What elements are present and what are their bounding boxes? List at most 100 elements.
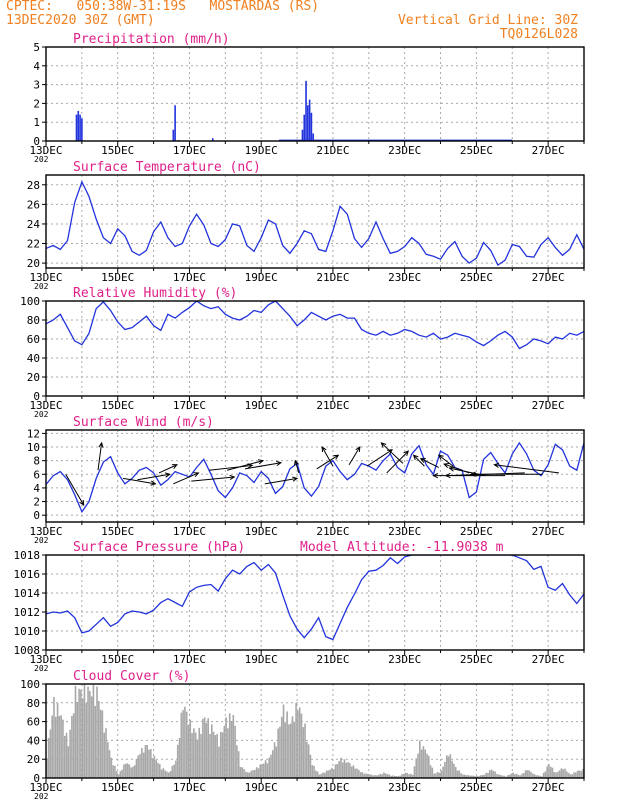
- wind-vector-head: [229, 474, 236, 481]
- cloud-bar: [514, 774, 516, 778]
- precip-bar: [305, 80, 307, 141]
- cloud-bar: [255, 767, 258, 778]
- wind-vector: [173, 472, 199, 485]
- cloud-bar: [270, 754, 272, 778]
- temp-series-line: [46, 180, 584, 267]
- cloud-bar: [431, 767, 434, 778]
- x-tick-label: 15DEC: [101, 399, 134, 412]
- wind-vector-head: [444, 472, 451, 479]
- y-tick-label: 20: [27, 257, 40, 270]
- cloud-bar: [427, 755, 430, 778]
- wind-vector-head: [150, 480, 157, 486]
- wind-vector-head: [292, 476, 299, 482]
- cloud-bar: [453, 763, 455, 778]
- cloud-bar: [415, 758, 418, 778]
- cloud-bar: [85, 703, 88, 778]
- cloud-bar: [216, 733, 218, 778]
- cloud-bar: [297, 710, 299, 778]
- x-tick-label: 27DEC: [532, 653, 565, 666]
- y-tick-label: 40: [27, 352, 40, 365]
- panel-temp: 20 22 24 26 28 13DEC 15DEC 17DEC 19DEC 21DEC 23DEC…: [27, 160, 585, 291]
- wind-vector-head: [448, 466, 455, 472]
- x-tick-label: 23DEC: [388, 399, 421, 412]
- cloud-bar: [309, 754, 312, 778]
- cloud-bar: [313, 765, 315, 778]
- cloud-bar: [497, 774, 500, 778]
- x-tick-label: 19DEC: [245, 781, 278, 794]
- x-tick-label: 27DEC: [532, 781, 565, 794]
- cloud-bar: [478, 776, 480, 778]
- cloud-bar: [268, 757, 270, 778]
- series-group: [75, 80, 513, 141]
- cloud-bar: [176, 744, 179, 778]
- cloud-bar: [262, 763, 265, 778]
- cloud-bar: [56, 703, 59, 778]
- cloud-bar: [167, 772, 170, 778]
- cloud-bar: [375, 775, 378, 778]
- panel-frame: [45, 429, 585, 523]
- y-tick-label: 4: [33, 482, 40, 495]
- cloud-bar: [218, 746, 220, 778]
- precip-bar: [308, 99, 311, 141]
- cloud-bar: [90, 696, 93, 778]
- cloud-bar: [209, 734, 211, 778]
- cloud-bar: [257, 768, 260, 778]
- cloud-bar: [306, 741, 308, 778]
- y-tick-label: 0: [33, 772, 40, 785]
- cloud-bar: [410, 773, 412, 778]
- cloud-bar: [379, 773, 382, 778]
- series-group: [46, 441, 584, 514]
- cloud-bar: [175, 760, 177, 778]
- y-tick-label: 8: [33, 455, 40, 468]
- x-tick-label: 17DEC: [173, 271, 206, 284]
- wind-vector-head: [380, 442, 387, 448]
- cloud-bar: [266, 763, 269, 778]
- wind-vector-head: [412, 454, 419, 461]
- cloud-bar: [300, 713, 303, 778]
- cloud-bar: [537, 775, 539, 778]
- cloud-bar: [194, 732, 197, 778]
- x-tick-label: 17DEC: [173, 781, 206, 794]
- cloud-bar: [316, 771, 319, 778]
- precip-bar: [307, 105, 309, 141]
- cloud-bar: [476, 776, 479, 778]
- cloud-bar: [51, 715, 53, 778]
- cloud-bar: [232, 714, 235, 778]
- cloud-bar: [347, 762, 349, 778]
- cloud-bar: [519, 775, 522, 778]
- cloud-bar: [350, 766, 353, 778]
- cloud-bar: [404, 772, 407, 778]
- cloud-bar: [105, 728, 107, 778]
- cloud-bar: [419, 740, 421, 778]
- panel-rh: 0 20 40 60 80 100 13DEC 15DEC 17DEC 19DEC 21DEC 23D…: [20, 286, 585, 419]
- cloud-bar: [295, 702, 297, 778]
- cloud-bar: [540, 776, 543, 778]
- cloud-bar: [157, 762, 159, 778]
- cloud-bar: [474, 776, 477, 778]
- cloud-bar: [92, 684, 95, 778]
- cloud-bar: [76, 701, 79, 778]
- x-tick-label: 23DEC: [388, 271, 421, 284]
- panel-title: Cloud Cover (%): [73, 669, 190, 684]
- cloud-bar: [293, 721, 296, 778]
- cloud-bar: [137, 755, 140, 778]
- cloud-bar: [323, 772, 326, 778]
- cloud-bar: [132, 766, 134, 778]
- cloud-bar: [182, 710, 184, 778]
- cloud-bar: [564, 768, 566, 778]
- cloud-bar: [210, 724, 213, 778]
- cloud-bar: [248, 772, 251, 778]
- cloud-bar: [83, 684, 86, 778]
- cloud-bar: [494, 771, 496, 778]
- cloud-bar: [286, 711, 288, 778]
- cloud-bar: [239, 766, 242, 778]
- cloud-bar: [573, 772, 575, 778]
- cloud-bar: [580, 771, 583, 778]
- cloud-bar: [148, 749, 150, 778]
- x-tick-label: 19DEC: [245, 271, 278, 284]
- cloud-bar: [512, 772, 514, 778]
- cloud-bar: [315, 770, 317, 778]
- cloud-bar: [445, 755, 448, 778]
- cloud-bar: [499, 775, 502, 778]
- wind-vector: [158, 464, 178, 474]
